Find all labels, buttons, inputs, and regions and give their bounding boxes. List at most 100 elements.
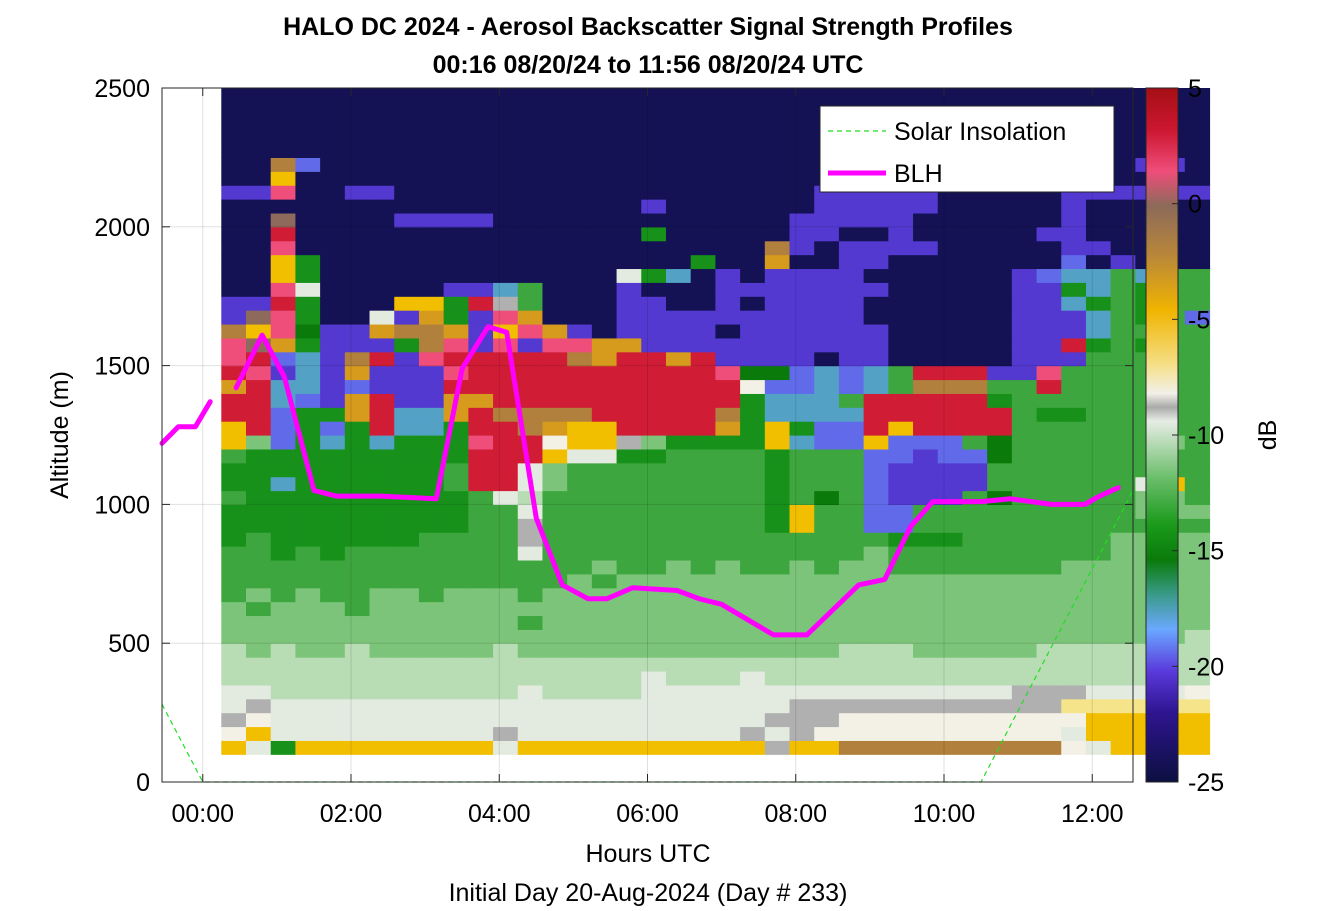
heatmap-cell (221, 226, 247, 242)
heatmap-cell (1085, 268, 1112, 283)
heatmap-cell (789, 615, 815, 630)
heatmap-cell (962, 268, 988, 283)
heatmap-cell (1036, 573, 1062, 589)
heatmap-cell (1036, 393, 1062, 408)
heatmap-cell (913, 643, 939, 658)
heatmap-cell (937, 629, 964, 644)
heatmap-cell (468, 157, 494, 172)
heatmap-cell (1061, 337, 1087, 353)
heatmap-cell (320, 587, 346, 603)
heatmap-cell (764, 684, 791, 700)
heatmap-cell (987, 199, 1013, 214)
heatmap-cell (838, 365, 865, 381)
heatmap-cell (1110, 726, 1136, 741)
heatmap-cell (344, 421, 371, 436)
heatmap-cell (740, 546, 766, 561)
heatmap-cell (1011, 407, 1038, 422)
heatmap-cell (394, 615, 420, 630)
heatmap-cell (369, 712, 395, 728)
heatmap-cell (493, 615, 519, 630)
heatmap-cell (246, 615, 272, 630)
chart-title: HALO DC 2024 - Aerosol Backscatter Signa… (283, 13, 1013, 41)
heatmap-cell (221, 282, 247, 297)
heatmap-cell (369, 323, 395, 339)
heatmap-cell (641, 490, 667, 505)
y-axis-label: Altitude (m) (46, 371, 74, 499)
heatmap-cell (962, 559, 988, 575)
heatmap-cell (789, 185, 815, 200)
heatmap-cell (838, 615, 865, 630)
heatmap-cell (1184, 407, 1211, 422)
heatmap-cell (517, 185, 544, 200)
heatmap-cell (740, 115, 766, 131)
heatmap-cell (913, 448, 939, 464)
heatmap-cell (690, 518, 716, 533)
heatmap-cell (690, 129, 716, 145)
heatmap-cell (443, 559, 469, 575)
heatmap-cell (542, 435, 568, 450)
heatmap-cell (320, 657, 346, 672)
heatmap-cell (270, 504, 297, 519)
heatmap-cell (221, 518, 247, 533)
heatmap-cell (344, 115, 371, 131)
heatmap-cell (863, 629, 889, 644)
heatmap-cell (320, 115, 346, 131)
heatmap-cell (517, 684, 544, 700)
heatmap-cell (814, 698, 840, 714)
heatmap-cell (493, 657, 519, 672)
heatmap-cell (987, 310, 1013, 325)
heatmap-cell (418, 684, 445, 700)
heatmap-cell (814, 573, 840, 589)
heatmap-cell (863, 601, 889, 617)
heatmap-cell (715, 476, 741, 492)
heatmap-cell (616, 573, 642, 589)
heatmap-cell (443, 212, 469, 228)
heatmap-cell (888, 421, 914, 436)
heatmap-cell (888, 435, 914, 450)
heatmap-cell (344, 573, 371, 589)
heatmap-cell (937, 254, 964, 270)
heatmap-cell (418, 657, 445, 672)
heatmap-cell (1085, 226, 1112, 242)
heatmap-cell (888, 365, 914, 381)
heatmap-cell (665, 712, 692, 728)
heatmap-cell (270, 212, 297, 228)
heatmap-cell (493, 476, 519, 492)
heatmap-cell (789, 476, 815, 492)
heatmap-cell (715, 240, 741, 256)
heatmap-cell (789, 726, 815, 741)
colorbar-tick-label: -20 (1188, 653, 1224, 681)
heatmap-cell (641, 518, 667, 533)
heatmap-cell (641, 504, 667, 519)
heatmap-cell (1061, 559, 1087, 575)
heatmap-cell (665, 212, 692, 228)
heatmap-cell (394, 240, 420, 256)
heatmap-cell (542, 476, 568, 492)
heatmap-cell (1036, 296, 1062, 311)
heatmap-cell (394, 129, 420, 145)
heatmap-cell (888, 573, 914, 589)
heatmap-cell (270, 435, 297, 450)
heatmap-cell (468, 657, 494, 672)
heatmap-cell (789, 490, 815, 505)
heatmap-cell (591, 712, 618, 728)
heatmap-cell (369, 393, 395, 408)
heatmap-cell (814, 88, 840, 103)
heatmap-cell (542, 629, 568, 644)
heatmap-cell (888, 615, 914, 630)
heatmap-cell (418, 504, 445, 519)
heatmap-cell (567, 421, 593, 436)
heatmap-cell (567, 518, 593, 533)
heatmap-cell (443, 296, 469, 311)
heatmap-cell (567, 573, 593, 589)
heatmap-cell (888, 698, 914, 714)
heatmap-cell (814, 296, 840, 311)
heatmap-cell (542, 657, 568, 672)
heatmap-cell (665, 199, 692, 214)
heatmap-cell (888, 393, 914, 408)
heatmap-cell (418, 379, 445, 394)
heatmap-cell (1011, 712, 1038, 728)
heatmap-cell (962, 393, 988, 408)
heatmap-cell (665, 504, 692, 519)
heatmap-cell (1184, 101, 1211, 117)
